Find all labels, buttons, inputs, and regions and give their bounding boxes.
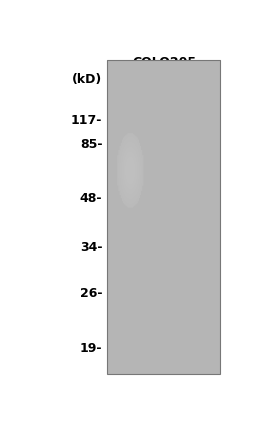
Text: 26-: 26- bbox=[80, 287, 102, 300]
Text: 85-: 85- bbox=[80, 138, 102, 151]
Text: COLO205: COLO205 bbox=[133, 57, 197, 69]
Bar bbox=[108, 60, 220, 374]
Text: (kD): (kD) bbox=[72, 73, 102, 86]
Text: 117-: 117- bbox=[71, 115, 102, 127]
Text: 48-: 48- bbox=[80, 192, 102, 205]
Text: 34-: 34- bbox=[80, 241, 102, 254]
Text: 19-: 19- bbox=[80, 342, 102, 355]
